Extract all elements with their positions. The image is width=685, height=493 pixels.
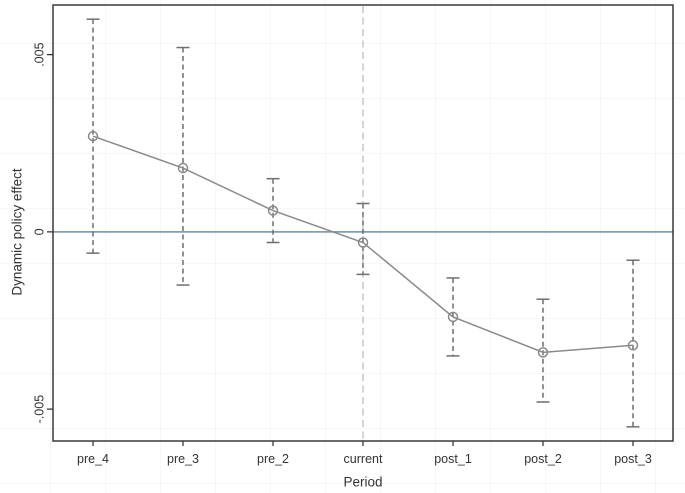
y-tick-label: 0 — [32, 228, 46, 235]
x-tick-label: pre_4 — [77, 452, 109, 466]
series-line — [92, 135, 634, 354]
marker-post_3 — [627, 340, 639, 351]
marker-pre_4 — [87, 130, 99, 142]
y-tick-label: -.005 — [32, 395, 46, 424]
marker-post_1 — [447, 311, 459, 323]
x-tick-label: pre_2 — [257, 452, 289, 466]
marker-pre_3 — [177, 162, 189, 174]
x-tick-label: current — [344, 452, 383, 466]
marker-current — [357, 237, 369, 248]
x-tick-label: pre_3 — [167, 452, 199, 466]
x-tick-label: post_3 — [614, 452, 652, 466]
marker-pre_2 — [267, 205, 279, 216]
x-tick-label: post_2 — [524, 452, 562, 466]
y-axis-title: Dynamic policy effect — [9, 168, 25, 296]
y-tick-label: .005 — [32, 42, 46, 66]
x-tick-label: post_1 — [434, 452, 472, 466]
x-axis-title: Period — [343, 474, 383, 490]
marker-post_2 — [537, 347, 549, 358]
